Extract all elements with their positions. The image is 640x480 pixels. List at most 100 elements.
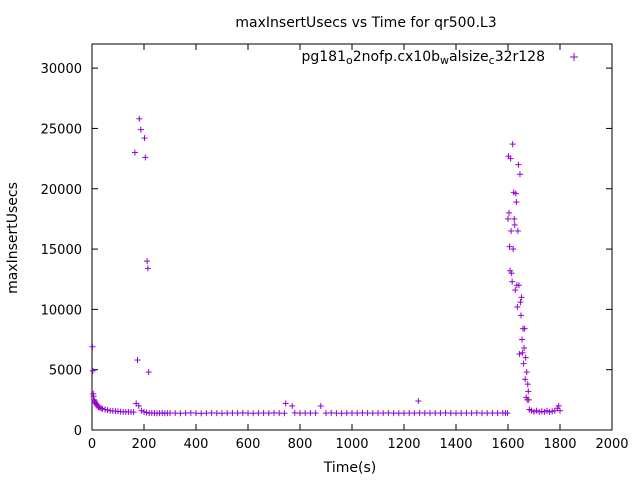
- data-point: [143, 409, 150, 416]
- data-point: [291, 409, 298, 416]
- data-point: [401, 410, 407, 417]
- data-point: [524, 381, 531, 388]
- data-point: [317, 402, 324, 409]
- data-point: [193, 410, 199, 417]
- data-point: [521, 325, 528, 332]
- data-point: [505, 215, 511, 222]
- data-point: [239, 409, 246, 416]
- data-point: [338, 410, 345, 417]
- data-point: [513, 199, 520, 206]
- data-point: [473, 409, 480, 416]
- data-point: [453, 410, 459, 417]
- data-point: [271, 409, 277, 416]
- data-point: [519, 336, 526, 343]
- data-point: [312, 410, 319, 417]
- data-point: [229, 409, 236, 416]
- data-point: [521, 344, 528, 351]
- data-point: [531, 408, 537, 415]
- data-point: [557, 407, 563, 414]
- data-point: [509, 141, 516, 148]
- data-point: [289, 402, 296, 409]
- data-point: [516, 351, 523, 358]
- data-point: [447, 410, 454, 417]
- data-point: [135, 402, 142, 409]
- data-point: [416, 409, 423, 416]
- axis-ticks: 0 200 400 600 800 1000 1200 1400 1600 1800 2000050…: [41, 44, 629, 452]
- data-point: [494, 410, 501, 417]
- data-point: [514, 303, 521, 310]
- data-point: [99, 405, 106, 412]
- data-point: [297, 410, 303, 417]
- data-point: [525, 388, 532, 395]
- data-point: [510, 246, 517, 253]
- data-point: [276, 410, 283, 417]
- data-point: [328, 409, 335, 416]
- x-tick-label: 800: [288, 437, 313, 452]
- data-point: [198, 410, 205, 417]
- data-point: [427, 410, 433, 417]
- legend-label-part: c: [489, 54, 495, 67]
- data-point: [508, 227, 515, 234]
- x-tick-label: 600: [236, 437, 261, 452]
- data-point: [375, 409, 381, 416]
- data-point: [141, 135, 148, 142]
- x-tick-label: 1800: [543, 437, 576, 452]
- data-point: [511, 221, 518, 228]
- x-tick-label: 1000: [335, 437, 368, 452]
- y-tick-label: 20000: [41, 183, 82, 198]
- data-point: [172, 410, 179, 417]
- data-point: [523, 369, 530, 376]
- y-tick-label: 0: [74, 424, 82, 439]
- x-tick-label: 400: [184, 437, 209, 452]
- data-point: [515, 282, 522, 289]
- data-point: [484, 410, 491, 417]
- data-point: [489, 409, 496, 416]
- data-point: [514, 227, 521, 234]
- y-axis-title: maxInsertUsecs: [5, 182, 21, 294]
- data-point: [208, 409, 215, 416]
- data-point: [260, 409, 267, 416]
- data-point: [536, 408, 543, 415]
- x-tick-label: 1400: [439, 437, 472, 452]
- data-point: [421, 410, 428, 417]
- data-point: [538, 408, 545, 415]
- data-point: [518, 294, 525, 301]
- data-point: [437, 410, 444, 417]
- legend-marker-plus: [570, 53, 578, 61]
- data-point: [507, 155, 514, 162]
- legend-label-part: w: [440, 54, 449, 67]
- data-point: [282, 400, 289, 407]
- data-point: [89, 367, 96, 374]
- data-point: [522, 354, 529, 361]
- data-point: [541, 408, 548, 415]
- data-point: [509, 278, 516, 285]
- y-tick-label: 25000: [41, 122, 82, 137]
- data-point: [255, 410, 262, 417]
- data-point: [137, 126, 144, 133]
- data-point: [144, 265, 151, 272]
- data-point: [385, 409, 392, 416]
- data-point: [134, 357, 141, 364]
- data-point: [518, 312, 524, 319]
- data-point: [520, 360, 527, 367]
- legend-label-part: 2nofp.cx10b: [353, 49, 440, 65]
- data-point: [415, 398, 422, 405]
- data-point: [369, 410, 376, 417]
- x-tick-label: 2000: [595, 437, 628, 452]
- data-point: [411, 410, 418, 417]
- data-point: [203, 410, 210, 417]
- data-point: [343, 410, 350, 417]
- data-point: [281, 410, 288, 417]
- data-point: [468, 410, 475, 417]
- data-point: [432, 409, 439, 416]
- data-point: [131, 149, 138, 156]
- data-point: [323, 410, 329, 417]
- data-point: [406, 409, 413, 416]
- data-point: [98, 405, 105, 412]
- chart-title: maxInsertUsecs vs Time for qr500.L3: [235, 15, 496, 31]
- data-point: [525, 396, 532, 403]
- data-point: [519, 349, 526, 356]
- data-point: [213, 410, 220, 417]
- data-point: [234, 410, 241, 417]
- legend-label-part: pg181: [301, 49, 346, 65]
